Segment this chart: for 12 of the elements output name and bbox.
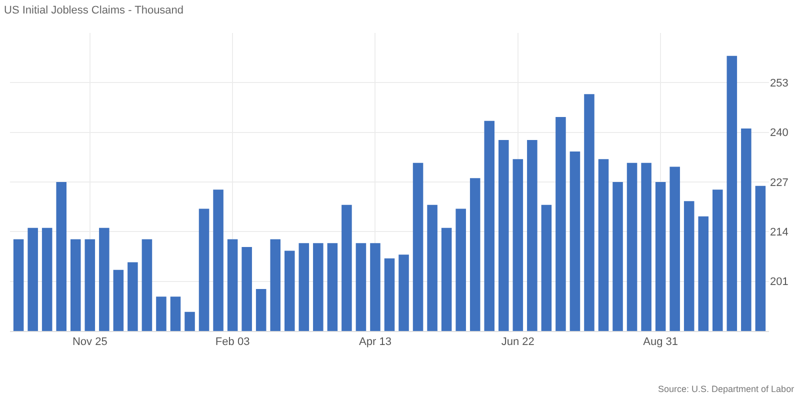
y-tick-label: 201 xyxy=(770,276,788,288)
y-tick-label: 240 xyxy=(770,127,788,140)
y-tick-label: 253 xyxy=(770,78,788,90)
x-tick-label: Nov 25 xyxy=(72,336,108,348)
x-tick-label: Aug 31 xyxy=(643,336,678,348)
y-tick-label: 214 xyxy=(770,226,788,239)
source-note: Source: U.S. Department of Labor xyxy=(658,384,794,394)
x-tick-label: Apr 13 xyxy=(359,336,392,348)
y-tick-label: 227 xyxy=(770,176,788,189)
chart-title: US Initial Jobless Claims - Thousand xyxy=(4,4,184,17)
x-tick-label: Jun 22 xyxy=(501,336,534,348)
x-tick-label: Feb 03 xyxy=(215,336,250,348)
